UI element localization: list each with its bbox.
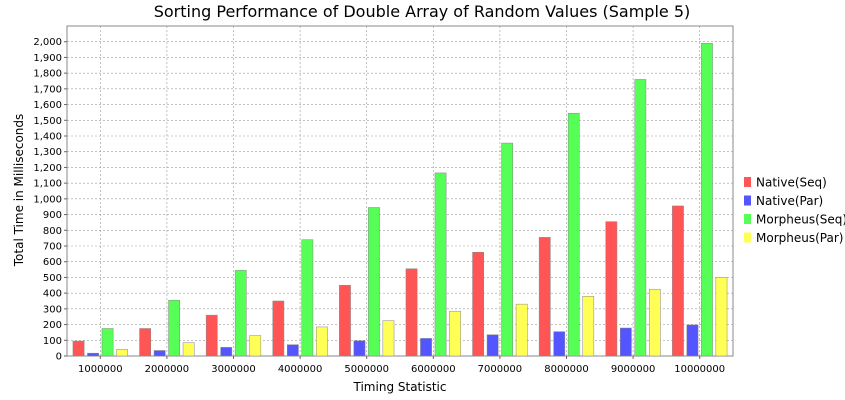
bar-native-seq <box>672 205 684 357</box>
bar-native-par <box>420 338 432 357</box>
y-axis-label: Total Time in Milliseconds <box>12 114 26 268</box>
y-tick-label: 100 <box>43 336 62 347</box>
bar-native-par <box>220 347 233 357</box>
y-tick-label: 1,600 <box>33 100 62 111</box>
bar-morpheus-par <box>182 342 195 357</box>
y-axis-ticks: 0 100 200 300 400 500 600 700 800 900 1,000 1,100 1,… <box>33 37 67 363</box>
bar-native-par <box>686 324 699 357</box>
legend-swatch <box>744 214 751 224</box>
x-tick-label: 7000000 <box>478 364 523 375</box>
y-tick-label: 800 <box>43 226 62 237</box>
x-tick-label: 5000000 <box>344 364 389 375</box>
gridlines <box>67 26 733 356</box>
bar-native-par <box>553 331 566 357</box>
x-tick-label: 8000000 <box>544 364 589 375</box>
y-tick-label: 400 <box>43 289 62 300</box>
y-tick-label: 300 <box>43 304 62 315</box>
y-tick-label: 1,900 <box>33 53 62 64</box>
y-tick-label: 1,200 <box>33 163 62 174</box>
legend: Native(Seq) Native(Par) Morpheus(Seq) Morph… <box>744 176 845 245</box>
bar-native-seq <box>605 221 618 357</box>
x-tick-label: 10000000 <box>674 364 725 375</box>
bar-morpheus-seq <box>301 239 314 357</box>
bar-morpheus-seq <box>168 299 181 357</box>
x-tick-label: 3000000 <box>211 364 256 375</box>
bar-native-par <box>153 350 166 357</box>
bar-native-par <box>287 344 299 357</box>
bar-morpheus-par <box>649 288 661 357</box>
bar-morpheus-par <box>715 277 728 357</box>
bar-native-seq <box>405 268 418 357</box>
bar-morpheus-seq <box>101 328 114 357</box>
y-tick-label: 1,800 <box>33 69 62 80</box>
legend-swatch <box>744 195 751 206</box>
bar-native-seq <box>538 237 551 357</box>
bar-morpheus-par <box>116 349 128 357</box>
x-tick-label: 4000000 <box>278 364 323 375</box>
y-tick-label: 1,300 <box>33 147 62 158</box>
bar-native-seq <box>205 314 218 357</box>
y-tick-label: 1,000 <box>33 194 62 205</box>
y-tick-label: 1,400 <box>33 132 62 143</box>
bar-native-par <box>87 352 99 357</box>
y-tick-label: 500 <box>43 273 62 284</box>
x-axis-ticks: 1000000 2000000 3000000 4000000 5000000 60000… <box>78 356 725 375</box>
bar-morpheus-par <box>316 326 328 357</box>
bar-morpheus-par <box>515 303 528 357</box>
bar-morpheus-par <box>582 296 595 357</box>
x-tick-label: 9000000 <box>611 364 656 375</box>
bar-native-seq <box>339 285 351 357</box>
bar-morpheus-seq <box>701 43 713 357</box>
x-tick-label: 2000000 <box>145 364 190 375</box>
legend-label: Native(Seq) <box>756 176 827 190</box>
bar-native-seq <box>472 252 484 357</box>
y-tick-label: 1,500 <box>33 116 62 127</box>
legend-label: Native(Par) <box>756 194 823 208</box>
bar-native-par <box>620 327 632 357</box>
x-tick-label: 6000000 <box>411 364 456 375</box>
bar-native-seq <box>272 300 285 357</box>
legend-swatch <box>744 232 751 243</box>
bar-native-par <box>486 334 499 357</box>
bars <box>72 43 728 357</box>
bar-morpheus-seq <box>567 112 580 357</box>
y-tick-label: 700 <box>43 242 62 253</box>
y-tick-label: 0 <box>56 352 62 363</box>
bar-morpheus-seq <box>634 79 647 357</box>
bar-native-par <box>353 340 366 357</box>
legend-swatch <box>744 177 751 187</box>
bar-morpheus-seq <box>368 207 380 357</box>
y-tick-label: 1,100 <box>33 179 62 190</box>
x-axis-label: Timing Statistic <box>353 380 447 394</box>
bar-morpheus-par <box>249 335 262 357</box>
x-tick-label: 1000000 <box>78 364 123 375</box>
bar-morpheus-par <box>449 310 461 357</box>
legend-label: Morpheus(Seq) <box>756 213 845 227</box>
bar-morpheus-par <box>382 320 395 357</box>
bar-native-seq <box>72 340 85 357</box>
y-tick-label: 600 <box>43 257 62 268</box>
y-tick-label: 1,700 <box>33 84 62 95</box>
legend-label: Morpheus(Par) <box>756 231 843 245</box>
bar-native-seq <box>139 328 152 357</box>
bar-morpheus-seq <box>434 172 447 357</box>
bar-morpheus-seq <box>501 142 513 357</box>
bar-morpheus-seq <box>234 270 247 357</box>
chart-title: Sorting Performance of Double Array of R… <box>154 2 691 21</box>
y-tick-label: 2,000 <box>33 37 62 48</box>
y-tick-label: 200 <box>43 320 62 331</box>
y-tick-label: 900 <box>43 210 62 221</box>
